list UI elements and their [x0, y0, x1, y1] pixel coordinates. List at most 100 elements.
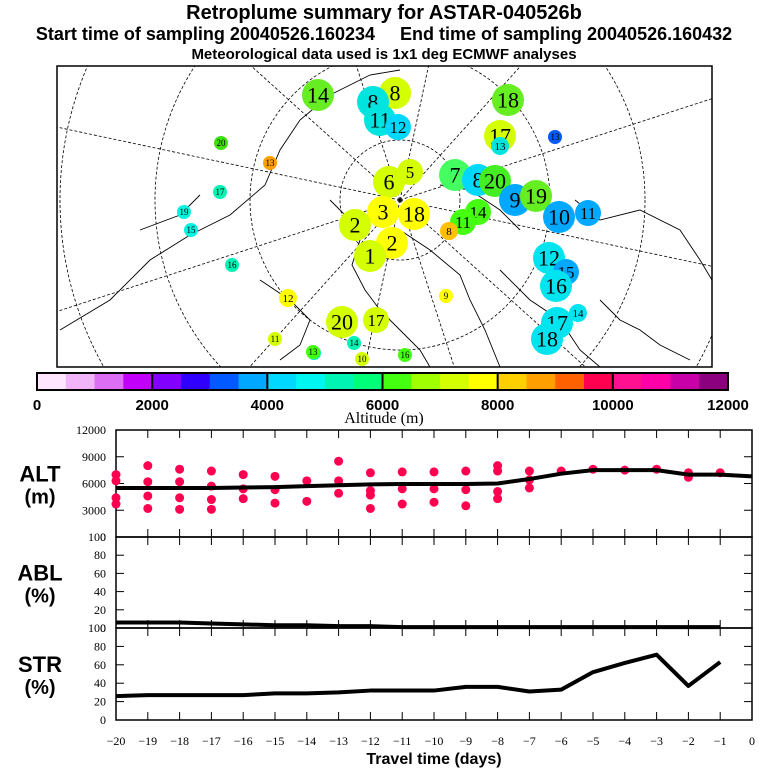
marker-day-label: 10: [548, 205, 570, 230]
panel-unit: (m): [24, 487, 55, 509]
colorbar-swatch: [296, 373, 326, 390]
marker-dot: [479, 165, 511, 197]
marker-day-label: 2: [387, 231, 398, 256]
y-tick-label: 40: [94, 676, 106, 690]
data-point: [175, 464, 185, 474]
marker-dot: [225, 258, 239, 272]
colorbar-swatch: [411, 373, 441, 390]
data-point: [206, 504, 216, 514]
map-marker: 13: [548, 130, 562, 144]
colorbar-swatch: [699, 373, 729, 390]
marker-dot: [177, 205, 191, 219]
marker-day-label: 11: [580, 204, 596, 223]
map-marker: 9: [439, 289, 453, 303]
x-tick-label: −6: [555, 734, 568, 748]
map-marker: 16: [540, 270, 572, 302]
colorbar-tick-label: 12000: [707, 397, 749, 414]
colorbar-swatch: [382, 373, 412, 390]
marker-dot: [363, 307, 389, 333]
x-tick-label: −10: [425, 734, 444, 748]
colorbar-swatch: [353, 373, 383, 390]
x-tick-label: −17: [202, 734, 221, 748]
y-tick-label: 80: [94, 639, 106, 653]
data-point: [111, 493, 121, 503]
data-point: [461, 501, 471, 511]
data-point: [461, 466, 471, 476]
marker-dot: [339, 209, 371, 241]
map-marker: 11: [268, 332, 282, 346]
y-tick-label: 60: [94, 566, 106, 580]
colorbar-tick-label: 4000: [251, 397, 284, 414]
colorbar-swatch: [123, 373, 153, 390]
x-tick-label: 0: [749, 734, 755, 748]
data-point: [397, 499, 407, 509]
data-point: [397, 484, 407, 494]
panel-unit: (%): [24, 677, 55, 699]
altitude-colorbar: 0 2000 4000 6000 8000 10000 12000: [33, 372, 749, 414]
data-point: [397, 467, 407, 477]
y-tick-label: 80: [94, 548, 106, 562]
colorbar-swatch: [497, 373, 527, 390]
y-tick-label: 100: [88, 621, 106, 635]
marker-day-label: 9: [510, 188, 521, 213]
x-tick-label: −14: [297, 734, 316, 748]
panel-alt: 0 3000 6000 9000 12000 ALT(m): [19, 423, 753, 544]
marker-day-label: 12: [283, 293, 294, 305]
marker-dot: [575, 200, 601, 226]
data-point: [270, 471, 280, 481]
marker-day-label: 14: [350, 338, 360, 348]
marker-day-label: 16: [401, 350, 411, 360]
data-point: [493, 487, 503, 497]
map-marker: 15: [184, 223, 198, 237]
map-marker: 18: [531, 323, 563, 355]
marker-day-label: 12: [390, 118, 407, 137]
marker-dot: [548, 130, 562, 144]
series-line: [115, 652, 722, 699]
x-tick-label: −9: [459, 734, 472, 748]
y-tick-label: 0: [100, 713, 106, 727]
marker-day-label: 18: [497, 88, 519, 113]
map-marker: 17: [363, 307, 389, 333]
marker-day-label: 19: [180, 207, 190, 217]
data-point: [365, 468, 375, 478]
panel-abl: 0 20 40 60 80 100 ABL(%): [17, 530, 753, 635]
marker-dot: [279, 289, 297, 307]
map-marker: 12: [385, 114, 411, 140]
x-tick-label: −19: [138, 734, 157, 748]
marker-dot: [439, 289, 453, 303]
longitude-line: [399, 199, 455, 367]
data-point: [270, 498, 280, 508]
marker-dot: [184, 223, 198, 237]
colorbar-swatch: [468, 373, 499, 390]
map-marker: 20: [326, 306, 358, 338]
marker-dot: [302, 79, 334, 111]
colorbar-swatch: [555, 373, 585, 390]
data-point: [175, 504, 185, 514]
colorbar-tick-label: 8000: [481, 397, 514, 414]
marker-day-label: 11: [455, 213, 471, 232]
marker-dot: [398, 198, 430, 230]
map-marker: 11: [575, 200, 601, 226]
marker-dot: [531, 323, 563, 355]
marker-dot: [569, 304, 587, 322]
map-marker: 16: [225, 258, 239, 272]
longitude-line: [364, 199, 401, 367]
colorbar-swatch: [65, 373, 96, 390]
marker-dot: [326, 306, 358, 338]
marker-day-label: 7: [450, 163, 461, 188]
marker-dot: [492, 84, 524, 116]
data-point: [238, 470, 248, 480]
panel-label: ALT: [19, 462, 61, 487]
latitude-circle: [339, 139, 461, 261]
data-point: [524, 466, 534, 476]
marker-dot: [213, 185, 227, 199]
map-marker: 16: [398, 348, 412, 362]
x-tick-label: −18: [170, 734, 189, 748]
map-marker: 13: [263, 156, 277, 170]
colorbar-swatch: [37, 373, 67, 390]
latitude-circle: [154, 66, 646, 367]
marker-day-label: 15: [187, 225, 197, 235]
x-tick-label: −8: [491, 734, 504, 748]
marker-day-label: 14: [573, 308, 585, 320]
longitude-line: [57, 126, 401, 201]
